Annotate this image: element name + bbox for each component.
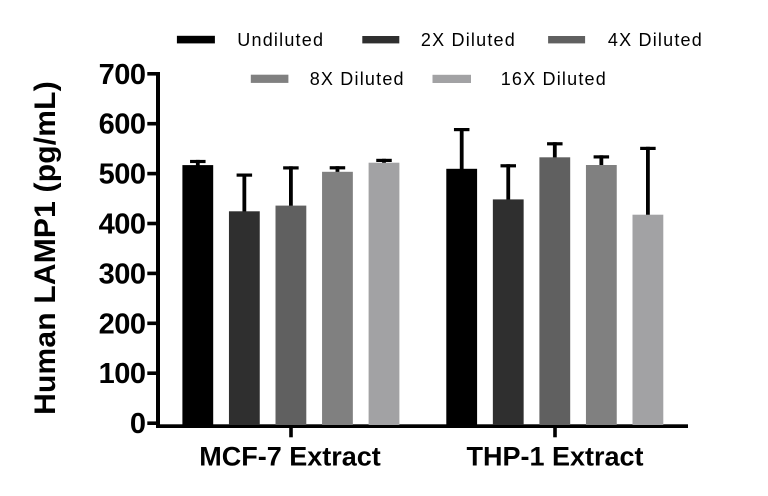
svg-text:Undiluted: Undiluted [237,30,324,50]
svg-text:600: 600 [99,109,146,141]
svg-text:16X Diluted: 16X Diluted [501,69,607,89]
svg-text:200: 200 [99,308,146,340]
svg-text:100: 100 [99,358,146,390]
svg-text:500: 500 [99,159,146,191]
svg-text:300: 300 [99,258,146,290]
svg-text:700: 700 [99,59,146,91]
svg-text:400: 400 [99,209,146,241]
svg-text:MCF-7 Extract: MCF-7 Extract [199,441,381,471]
svg-text:0: 0 [130,408,146,440]
svg-text:THP-1 Extract: THP-1 Extract [466,441,643,471]
svg-text:Human LAMP1 (pg/mL): Human LAMP1 (pg/mL) [29,81,62,415]
svg-text:4X Diluted: 4X Diluted [608,30,703,50]
svg-text:8X Diluted: 8X Diluted [310,69,405,89]
svg-text:2X Diluted: 2X Diluted [421,30,516,50]
